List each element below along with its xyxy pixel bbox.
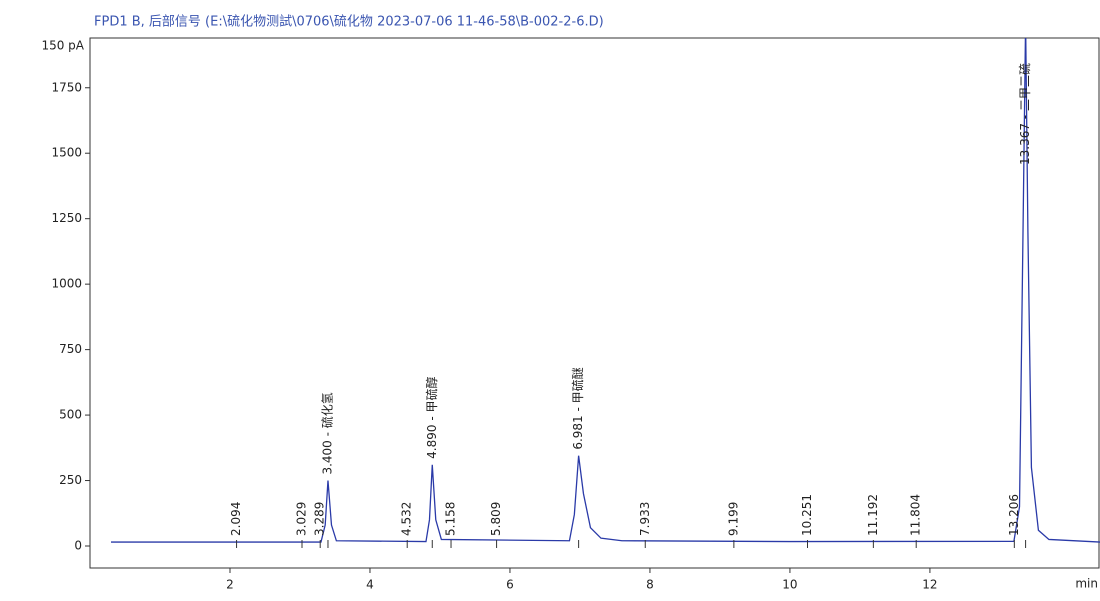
x-axis-label: min — [1075, 577, 1098, 591]
peak-label: 5.158 — [444, 502, 458, 536]
trace-line — [111, 38, 1100, 543]
y-tick-label: 500 — [59, 408, 82, 422]
x-tick-label: 12 — [922, 578, 937, 592]
peak-label: 4.890 - 甲硫醇 — [424, 376, 439, 458]
x-tick-label: 8 — [646, 578, 654, 592]
y-tick-label: 1500 — [51, 146, 82, 160]
x-tick-label: 2 — [226, 578, 234, 592]
y-tick-label: 1250 — [51, 211, 82, 225]
y-tick-label: 1000 — [51, 277, 82, 291]
y-unit-label: 150 pA — [41, 39, 84, 53]
peak-label: 11.192 — [866, 494, 880, 536]
x-tick-label: 10 — [782, 578, 797, 592]
plot-frame — [89, 37, 1100, 569]
x-tick-label: 6 — [506, 578, 514, 592]
peak-label: 5.809 — [489, 502, 503, 536]
y-tick-label: 0 — [74, 539, 82, 553]
peak-label: 4.532 — [400, 502, 414, 536]
y-tick-label: 750 — [59, 342, 82, 356]
peak-label: 3.029 — [295, 502, 309, 536]
peak-label: 2.094 — [229, 502, 243, 536]
y-tick-label: 1750 — [51, 80, 82, 94]
peak-label: 6.981 - 甲硫醚 — [570, 367, 585, 449]
peak-label: 3.289 — [313, 502, 327, 536]
plot-area — [111, 38, 1100, 543]
peak-label: 11.804 — [909, 494, 923, 536]
peak-label: 10.251 — [800, 494, 814, 536]
chart-title: FPD1 B, 后部信号 (E:\硫化物测試\0706\硫化物 2023-07-… — [94, 14, 604, 30]
peak-label: 13.367 - 二甲二硫 — [1017, 63, 1032, 165]
peak-label: 7.933 — [638, 502, 652, 536]
peak-label: 13.206 — [1007, 494, 1021, 536]
peak-label: 3.400 - 硫化氢 — [319, 392, 334, 474]
x-tick-label: 4 — [366, 578, 374, 592]
y-tick-label: 250 — [59, 473, 82, 487]
peak-label: 9.199 — [726, 502, 740, 536]
